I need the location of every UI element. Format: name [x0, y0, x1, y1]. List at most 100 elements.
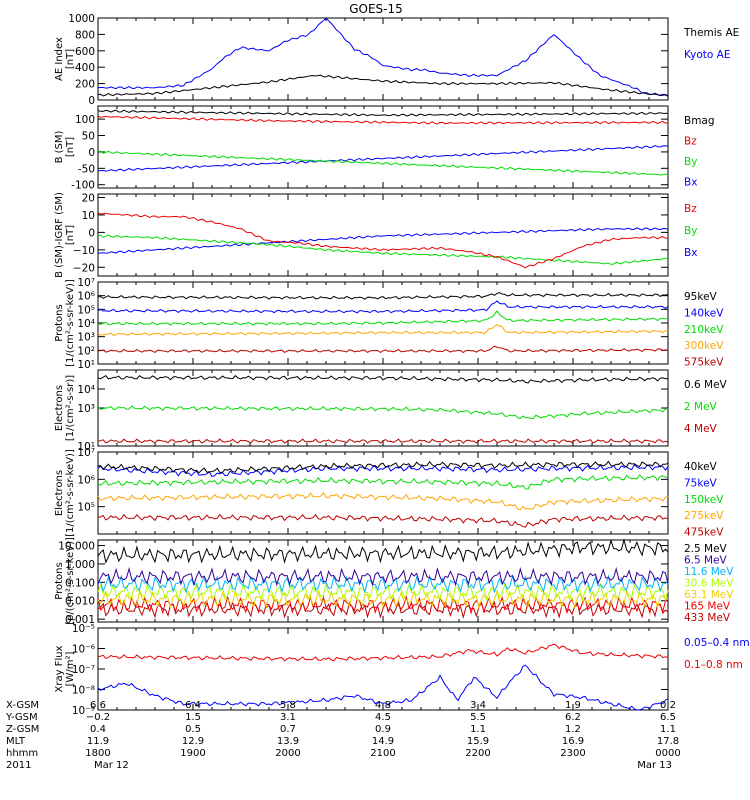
series-xray-0	[97, 643, 669, 662]
series-xray-1	[97, 664, 669, 711]
series-protons1-1	[97, 324, 669, 337]
series-protons2-4	[97, 574, 669, 595]
x-col-value: 0.5	[185, 724, 201, 735]
legend-protons2-3: 30.6 MeV	[684, 578, 734, 590]
y-tick-label: 10⁵	[77, 502, 95, 514]
series-electrons2-3	[97, 464, 669, 478]
x-col-value: 14.9	[372, 736, 394, 747]
x-row-label: Z-GSM	[6, 724, 39, 735]
y-tick-label: 0	[88, 147, 95, 159]
y-axis-label: [nT]	[65, 225, 76, 245]
y-tick-label: 10⁵	[77, 304, 95, 316]
y-axis-label: [1/(cm²-s-sr)]	[65, 375, 76, 441]
x-col-value: 0000	[655, 748, 680, 759]
y-tick-label: 0.100	[65, 577, 95, 589]
y-tick-label: -50	[78, 163, 95, 175]
panel-electrons1: 10¹ 10³ 10⁴ Electrons [1/(cm²-s-sr)] 0.6 MeV 2…	[54, 369, 728, 453]
x-row-label: Y-GSM	[5, 712, 38, 723]
y-tick-label: 50	[82, 131, 95, 143]
x-col-value: 1.2	[565, 724, 581, 735]
y-tick-label: 10⁻⁵	[72, 623, 95, 635]
y-axis-label: B (SM)	[54, 130, 65, 163]
legend-ae-0: Themis AE	[683, 27, 739, 39]
y-axis-label: Electrons	[54, 385, 65, 431]
legend-protons1-2: 210keV	[684, 324, 724, 336]
x-col-value: 2200	[465, 748, 490, 759]
x-col-value: 0.4	[90, 724, 106, 735]
series-protons1-2	[97, 310, 669, 326]
legend-protons2-1: 6.5 MeV	[684, 555, 728, 567]
x-col-value: 16.9	[562, 736, 584, 747]
x-col-value: 6.6	[90, 700, 106, 711]
legend-protons2-6: 433 MeV	[684, 612, 731, 624]
y-tick-label: 100	[75, 114, 95, 126]
legend-protons2-4: 63.1 MeV	[684, 589, 734, 601]
x-col-value: 1.9	[565, 700, 581, 711]
x-row-label: MLT	[6, 736, 26, 747]
x-col-value: −0.2	[86, 712, 110, 723]
x-col-value: 0.9	[375, 724, 391, 735]
series-bigrf-2	[97, 212, 669, 269]
y-tick-label: 10⁻⁷	[72, 664, 95, 676]
y-tick-label: 10⁻⁶	[72, 644, 95, 656]
plot-title: GOES-15	[349, 2, 403, 16]
x-col-value: 3.4	[470, 700, 486, 711]
panel-frame	[97, 193, 669, 277]
series-electrons2-1	[97, 492, 669, 511]
panel-bigrf: −20 −10 0 10 20 B (SM)-IGRF (SM) [nT] Bz By Bx	[54, 192, 697, 278]
y-tick-label: 10⁴	[77, 384, 95, 396]
series-protons1-3	[97, 300, 669, 314]
series-bsm-0	[97, 145, 669, 172]
series-bsm-2	[97, 115, 669, 125]
y-tick-label: -100	[71, 180, 95, 192]
y-axis-label: Protons	[54, 562, 65, 599]
x-col-value: 17.8	[657, 736, 679, 747]
x-col-value: 6.2	[565, 712, 581, 723]
series-electrons1-0	[97, 438, 669, 444]
series-ae-1	[97, 74, 669, 97]
panel-frame	[97, 627, 669, 711]
x-col-value: 12.9	[182, 736, 204, 747]
y-tick-label: 1.000	[65, 559, 95, 571]
panel-frame	[97, 17, 669, 101]
x-col-value: 2300	[560, 748, 585, 759]
x-col-value: 1900	[180, 748, 205, 759]
y-tick-label: 10⁻⁹	[72, 705, 95, 717]
panel-bsm: -100 -50 0 50 100 B (SM) [nT] Bmag Bz By Bx	[54, 105, 715, 192]
legend-electrons2-1: 75keV	[684, 477, 718, 489]
series-protons2-6	[97, 538, 669, 564]
legend-protons2-0: 2.5 MeV	[684, 543, 728, 555]
x-col-value: 5.8	[280, 700, 296, 711]
y-tick-label: 10⁶	[77, 291, 95, 303]
y-tick-label: 400	[75, 62, 95, 74]
legend-electrons1-2: 4 MeV	[684, 423, 718, 435]
y-axis-label: Electrons	[54, 470, 65, 516]
x-col-value: 1.1	[470, 724, 486, 735]
x-col-value: 1.5	[185, 712, 201, 723]
x-col-value: 13.9	[277, 736, 299, 747]
legend-bigrf-1: By	[684, 225, 697, 237]
legend-protons2-2: 11.6 MeV	[684, 566, 734, 578]
y-axis-label: Xray Flux	[54, 645, 65, 692]
legend-electrons1-1: 2 MeV	[684, 401, 718, 413]
panel-frame	[97, 451, 669, 535]
legend-xray-1: 0.1–0.8 nm	[684, 659, 743, 671]
x-col-value: 6.4	[185, 700, 201, 711]
y-axis-label: AE Index	[54, 37, 65, 81]
x-col-value: 4.8	[375, 700, 391, 711]
x-col-value: 4.5	[375, 712, 391, 723]
panel-xray: 10⁻⁹ 10⁻⁸ 10⁻⁷ 10⁻⁶ 10⁻⁵ Xray Flux [W/m²] 0.05–…	[54, 623, 750, 717]
y-tick-label: 10³	[77, 332, 95, 344]
y-tick-label: 10⁻⁸	[72, 685, 95, 697]
series-protons1-4	[97, 292, 669, 300]
series-electrons2-2	[97, 474, 669, 490]
series-protons2-5	[97, 566, 669, 587]
x-col-value: 1.1	[660, 724, 676, 735]
series-protons2-3	[97, 581, 669, 603]
legend-electrons1-0: 0.6 MeV	[684, 379, 728, 391]
panel-electrons2: 10⁵ 10⁶ 10⁷ Electrons [1/(cm²-s-sr-keV)] 40ke…	[54, 447, 724, 539]
